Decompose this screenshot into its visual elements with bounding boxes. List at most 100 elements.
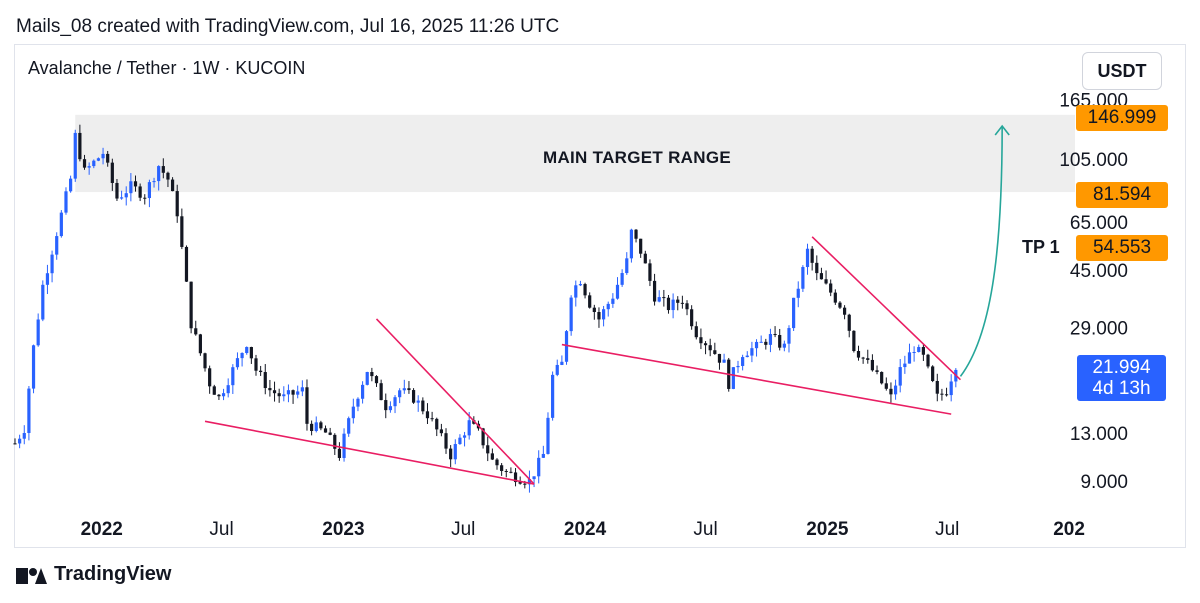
candle-body <box>370 372 374 377</box>
candle-body <box>208 368 212 387</box>
candle-body <box>296 391 300 395</box>
candle-body <box>319 422 323 429</box>
candle-body <box>268 388 272 391</box>
tradingview-brand[interactable]: TradingView <box>16 563 171 586</box>
candle-body <box>277 393 281 397</box>
candle-body <box>921 347 925 355</box>
candle-body <box>852 330 856 352</box>
candle-body <box>708 345 712 351</box>
candle-body <box>152 181 156 183</box>
candle-body <box>342 433 346 458</box>
candle-body <box>601 309 606 320</box>
candle-body <box>926 354 930 367</box>
candle-body <box>388 406 393 411</box>
tp1-label: TP 1 <box>1022 237 1060 257</box>
candle-body <box>36 319 40 346</box>
price-tag-upper: 146.999 <box>1076 105 1168 131</box>
candle-body <box>73 132 77 179</box>
chart-header: Mails_08 created with TradingView.com, J… <box>16 16 560 37</box>
trendline <box>204 420 535 485</box>
candle-body <box>138 186 142 198</box>
candle-body <box>787 328 791 344</box>
candle-body <box>676 299 680 303</box>
candle-body <box>78 132 82 160</box>
candle-body <box>217 394 221 397</box>
candle-body <box>722 359 726 363</box>
tradingview-logo-icon <box>16 565 47 585</box>
candle-body <box>731 367 735 389</box>
candle-body <box>912 351 916 353</box>
x-tick-label: Jul <box>935 519 959 540</box>
candle-body <box>458 437 462 445</box>
candle-body <box>615 284 620 299</box>
candle-body <box>189 281 193 329</box>
candle-body <box>537 457 541 477</box>
currency-button[interactable]: USDT <box>1082 52 1162 90</box>
candle-body <box>639 238 643 254</box>
candle-body <box>226 385 230 394</box>
candle-body <box>175 191 179 217</box>
candle-body <box>829 283 833 293</box>
candle-body <box>310 423 314 431</box>
y-tick-label: 13.000 <box>1070 424 1128 445</box>
y-tick-label: 29.000 <box>1070 319 1128 340</box>
candle-body <box>305 387 309 424</box>
candle-body <box>551 374 555 418</box>
candle-body <box>597 312 601 320</box>
candle-body <box>652 280 657 302</box>
candle-body <box>101 153 105 159</box>
candle-body <box>736 365 740 368</box>
candle-body <box>45 273 50 285</box>
x-tick-label: 2022 <box>81 519 123 540</box>
candle-body <box>801 267 805 289</box>
candle-body <box>22 433 26 439</box>
candle-body <box>481 428 485 446</box>
symbol-label[interactable]: Avalanche / Tether · 1W · KUCOIN <box>28 58 306 78</box>
candle-body <box>184 246 189 282</box>
candle-body <box>856 351 861 358</box>
candle-body <box>893 385 898 395</box>
candle-body <box>569 297 573 332</box>
candle-body <box>824 279 828 284</box>
candle-body <box>643 253 647 264</box>
trendline <box>375 318 535 485</box>
candle-body <box>778 335 782 348</box>
candle-body <box>810 248 814 263</box>
candle-body <box>889 388 893 395</box>
candle-body <box>425 411 430 419</box>
candle-body <box>578 284 583 286</box>
candle-body <box>690 309 694 327</box>
candle-body <box>462 435 467 438</box>
projection-arrow-head-icon <box>994 124 1010 136</box>
candle-body <box>583 284 587 296</box>
candle-body <box>560 361 564 365</box>
candle-body <box>875 370 879 372</box>
candle-body <box>41 284 45 320</box>
candle-body <box>513 472 518 483</box>
candle-body <box>805 248 810 268</box>
candle-body <box>333 434 337 449</box>
candle-body <box>365 372 369 385</box>
candle-body <box>750 348 754 356</box>
candle-body <box>240 353 244 359</box>
candle-body <box>124 193 128 198</box>
candle-body <box>249 347 253 359</box>
candle-body <box>500 465 504 471</box>
candle-body <box>291 390 295 395</box>
x-tick-label: 2025 <box>806 519 849 540</box>
candle-body <box>935 381 939 394</box>
candle-body <box>754 341 759 349</box>
current-price-value: 21.994 <box>1092 357 1151 378</box>
target-zone-label: MAIN TARGET RANGE <box>543 148 731 167</box>
candle-body <box>685 303 689 310</box>
candle-body <box>379 383 383 401</box>
candle-body <box>411 390 416 403</box>
candle-body <box>680 302 684 304</box>
candle-body <box>606 303 610 310</box>
candle-body <box>898 367 902 386</box>
candle-body <box>931 366 935 382</box>
candle-body <box>699 337 703 344</box>
candle-body <box>407 388 411 391</box>
candle-body <box>430 418 434 420</box>
